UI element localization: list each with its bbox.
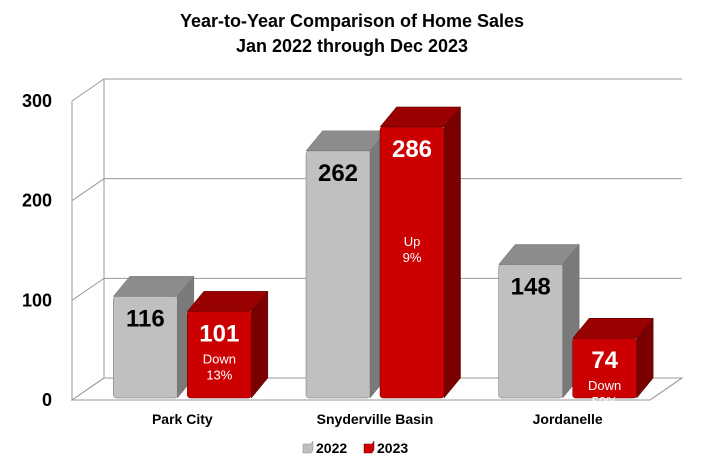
floor-right-edge	[649, 377, 683, 401]
bar-front	[498, 264, 563, 399]
change-direction: Down	[203, 351, 236, 366]
data-label: 286	[392, 136, 432, 163]
legend-label-2022: 2022	[316, 440, 347, 456]
change-percent: 13%	[206, 367, 232, 382]
bar-2023-jordanelle	[572, 317, 654, 399]
x-tick-label: Snyderville Basin	[317, 411, 434, 427]
y-tick-label: 100	[22, 290, 52, 310]
y-tick-label: 200	[22, 191, 52, 211]
y-axis-ticks: 0 100 200 300	[22, 91, 52, 410]
y-tick-label: 300	[22, 91, 52, 111]
bar-front	[305, 150, 371, 399]
legend: 2022 2023	[302, 440, 408, 456]
bar-2023-snyderville-basin	[379, 106, 462, 399]
y-tick-label: 0	[42, 390, 52, 410]
data-label: 101	[199, 320, 239, 347]
data-label: 148	[511, 273, 551, 300]
data-label: 74	[591, 347, 618, 374]
change-direction: Up	[404, 234, 421, 249]
bar-2022-park-city	[112, 275, 195, 399]
change-percent: 50%	[592, 394, 618, 409]
bar-side	[443, 106, 461, 399]
data-label: 262	[318, 160, 358, 187]
gridlines	[71, 78, 683, 401]
x-tick-label: Jordanelle	[533, 411, 603, 427]
legend-label-2023: 2023	[377, 440, 408, 456]
data-label: 116	[126, 305, 165, 332]
bar-front	[113, 296, 178, 399]
bar-front	[379, 126, 445, 399]
bar-2022-jordanelle	[498, 243, 580, 399]
legend-swatch-2022	[302, 440, 314, 454]
x-tick-label: Park City	[152, 411, 213, 427]
chart-subtitle: Jan 2022 through Dec 2023	[236, 36, 468, 56]
chart-title: Year-to-Year Comparison of Home Sales	[180, 11, 524, 31]
x-axis-ticks: Park City Snyderville Basin Jordanelle	[152, 411, 603, 427]
bar-front	[572, 337, 637, 399]
bars	[112, 106, 654, 399]
change-direction: Down	[588, 378, 621, 393]
gridline-300	[71, 78, 682, 102]
bar-2023-park-city	[186, 290, 269, 399]
bar-front	[187, 311, 252, 399]
legend-swatch-2023	[363, 440, 375, 454]
change-percent: 9%	[403, 250, 422, 265]
